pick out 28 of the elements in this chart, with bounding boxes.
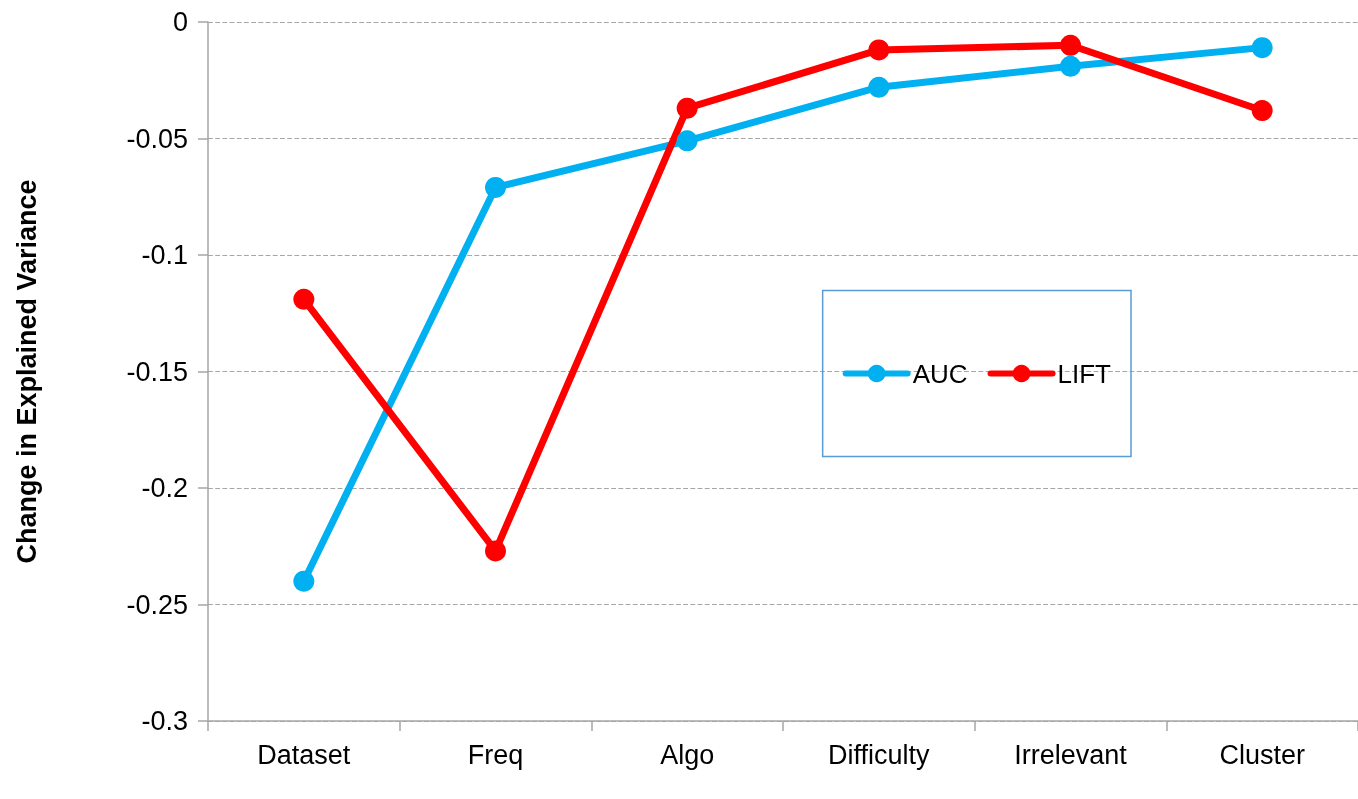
point [1251, 37, 1273, 59]
legend-label: AUC [912, 358, 968, 389]
x-tick-label: Algo [660, 739, 715, 770]
point [485, 176, 506, 198]
x-tick-label: Dataset [257, 739, 351, 770]
y-tick-label: -0.3 [141, 706, 188, 736]
point [676, 97, 698, 119]
point [868, 39, 890, 61]
y-tick-label: -0.25 [126, 589, 188, 620]
y-tick-label: -0.1 [141, 240, 188, 270]
point [293, 570, 315, 592]
y-tick-label: -0.05 [126, 123, 188, 154]
point [1060, 34, 1081, 56]
point [485, 540, 506, 562]
y-tick-label: -0.15 [126, 356, 188, 387]
y-tick-label: 0 [172, 7, 188, 37]
point [293, 288, 315, 310]
legend-label: LIFT [1057, 358, 1112, 389]
x-tick-label: Cluster [1219, 739, 1305, 770]
point [676, 130, 698, 152]
point [868, 76, 890, 98]
point [1251, 100, 1273, 122]
x-tick-label: Freq [467, 739, 524, 770]
y-axis-title: Change in Explained Variance [11, 179, 42, 564]
x-tick-label: Irrelevant [1014, 739, 1128, 770]
x-tick-label: Difficulty [828, 739, 931, 770]
y-tick-label: -0.2 [141, 473, 188, 503]
point [1060, 55, 1081, 77]
